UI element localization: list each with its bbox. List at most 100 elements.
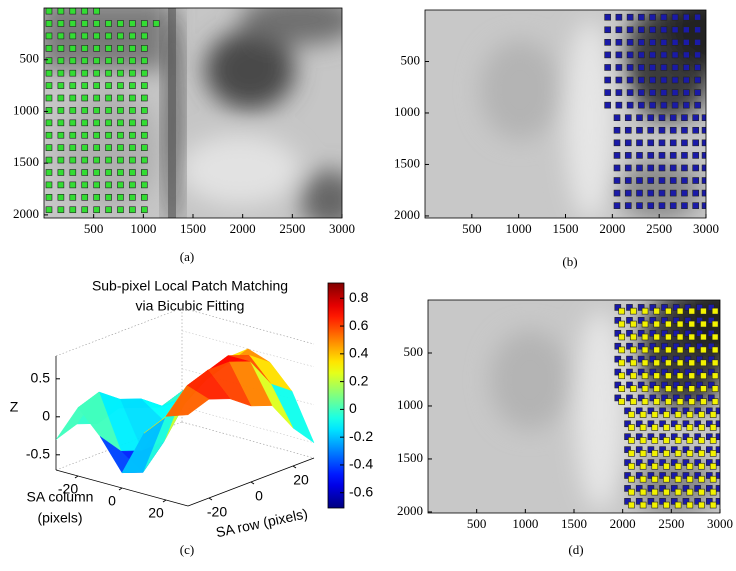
point: [141, 206, 148, 214]
point: [624, 114, 632, 122]
point: [686, 501, 694, 509]
point: [709, 475, 717, 483]
point: [660, 89, 668, 96]
point: [626, 76, 634, 84]
point: [45, 8, 53, 15]
point: [647, 459, 655, 466]
point: [683, 101, 690, 109]
point: [638, 76, 645, 84]
point: [45, 32, 53, 40]
x-tick-label: 2500: [658, 516, 684, 531]
point: [626, 394, 633, 402]
point: [672, 355, 680, 363]
point: [670, 407, 678, 415]
point: [105, 181, 112, 189]
point: [669, 164, 677, 172]
point: [636, 152, 643, 159]
colorbar-tick-label: 0.2: [349, 372, 369, 388]
point: [637, 304, 645, 311]
point: [649, 89, 656, 96]
point: [674, 462, 682, 470]
point: [653, 320, 661, 328]
point: [676, 398, 684, 405]
point: [671, 101, 679, 109]
point: [665, 359, 672, 367]
x-tick-label: 2000: [230, 221, 256, 236]
point: [81, 169, 89, 176]
point: [117, 181, 124, 189]
point: [45, 82, 53, 89]
point: [117, 32, 124, 40]
point: [647, 485, 655, 492]
point: [700, 320, 707, 328]
point: [686, 437, 694, 444]
point: [647, 152, 655, 159]
point: [626, 101, 634, 109]
point: [141, 82, 148, 89]
point: [684, 381, 692, 389]
point: [658, 177, 666, 184]
y-tick-label: 1000: [13, 102, 39, 117]
point: [117, 144, 124, 151]
point: [57, 57, 65, 65]
point: [641, 333, 649, 341]
point: [683, 64, 690, 71]
point: [700, 372, 707, 380]
point: [613, 202, 621, 209]
point: [117, 69, 124, 77]
y-tick-label: 1000: [397, 397, 423, 412]
point: [69, 169, 77, 176]
point: [604, 39, 611, 46]
point: [670, 446, 678, 453]
point: [615, 51, 623, 59]
point: [69, 194, 77, 201]
point: [694, 433, 701, 441]
point: [638, 26, 645, 34]
point: [626, 317, 633, 324]
point: [658, 114, 666, 122]
point: [692, 126, 699, 134]
point: [665, 320, 672, 328]
points: [45, 8, 160, 214]
point: [653, 346, 661, 354]
point: [636, 126, 643, 134]
point: [661, 355, 668, 363]
point: [681, 126, 688, 134]
point: [637, 381, 645, 389]
point: [669, 152, 677, 159]
point: [641, 385, 649, 392]
point: [674, 411, 682, 418]
point: [683, 51, 690, 59]
x-tick-label: 1500: [180, 221, 206, 236]
point: [653, 333, 661, 341]
point: [641, 320, 649, 328]
point: [660, 64, 668, 71]
point: [641, 307, 649, 315]
point: [626, 89, 634, 96]
point: [613, 114, 621, 122]
point: [684, 329, 692, 337]
point: [707, 381, 715, 389]
point: [670, 498, 678, 505]
point: [618, 307, 625, 315]
point: [705, 420, 713, 428]
point: [651, 475, 659, 483]
point: [630, 346, 637, 354]
point: [671, 76, 679, 84]
point: [698, 462, 705, 470]
colorbar-tick-label: 0.6: [349, 317, 369, 333]
point: [57, 156, 65, 164]
point: [688, 359, 696, 367]
point: [661, 342, 668, 350]
caption: (a): [180, 249, 194, 264]
point: [663, 488, 670, 496]
point: [700, 333, 707, 341]
point: [141, 169, 148, 176]
point: [688, 320, 696, 328]
point: [709, 424, 717, 431]
y-tick-label: 500: [20, 51, 40, 66]
point: [615, 39, 623, 46]
point: [659, 433, 666, 441]
point: [707, 304, 715, 311]
z-tick-label: 0: [42, 408, 50, 424]
